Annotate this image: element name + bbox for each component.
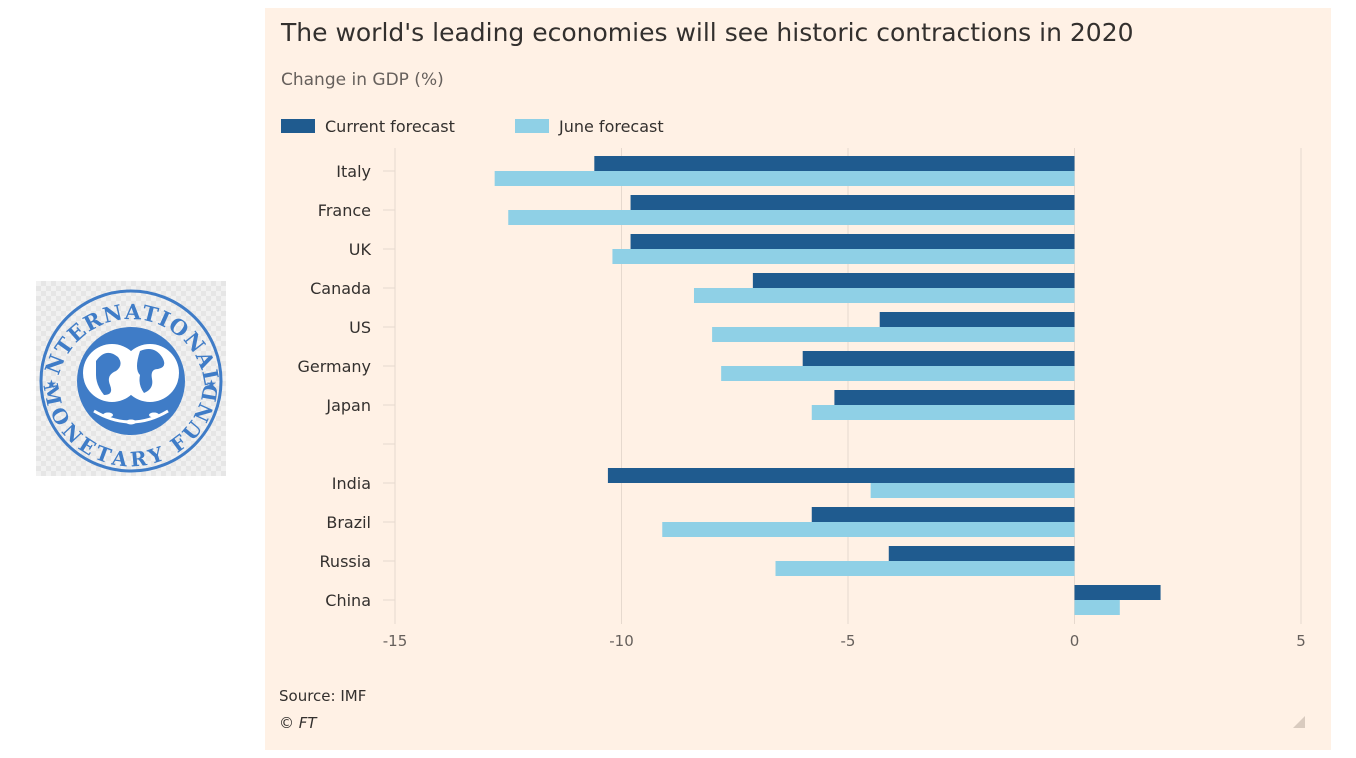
bar-june-forecast [693, 288, 1075, 303]
bar-current-forecast [752, 273, 1075, 288]
bar-current-forecast [607, 468, 1075, 483]
y-category-label: Brazil [326, 513, 371, 532]
y-category-label: China [325, 591, 371, 610]
x-tick-label: 5 [1296, 632, 1306, 650]
chart-panel: The world's leading economies will see h… [265, 8, 1331, 750]
bar-chart-plot: -15 -10 -5 0 5 Italy France UK Canada US Germany Ja… [297, 148, 1306, 650]
bar-current-forecast [834, 390, 1075, 405]
seal-star-left: ★ [46, 377, 57, 391]
legend-item-june-forecast: June forecast [515, 115, 664, 137]
bar-current-forecast [888, 546, 1075, 561]
olive-leaf-icon [126, 419, 136, 425]
y-category-label: Germany [297, 357, 371, 376]
bar-current-forecast [630, 195, 1075, 210]
bar-june-forecast [612, 249, 1075, 264]
bar-june-forecast [508, 210, 1075, 225]
legend-item-current-forecast: Current forecast [281, 115, 455, 137]
imf-logo: INTERNATIONAL MONETARY FUND ★ ★ [36, 281, 226, 476]
globe-left-land [96, 352, 121, 395]
copyright-credit: © FT [279, 714, 317, 732]
y-category-label: France [318, 201, 371, 220]
x-tick-label: -10 [609, 632, 634, 650]
bar-current-forecast [811, 507, 1075, 522]
legend-swatch-current-forecast [281, 119, 315, 133]
bar-current-forecast [630, 234, 1075, 249]
y-category-label: Canada [310, 279, 371, 298]
y-category-label: India [332, 474, 371, 493]
globe-right-land [137, 349, 165, 393]
source-note: Source: IMF [279, 687, 367, 705]
seal-outer-ring [39, 289, 223, 473]
y-category-label: UK [349, 240, 372, 259]
bar-current-forecast [879, 312, 1075, 327]
bar-june-forecast [662, 522, 1075, 537]
bar-june-forecast [811, 405, 1075, 420]
bar-june-forecast [775, 561, 1075, 576]
bar-june-forecast [721, 366, 1075, 381]
seal-star-right: ★ [206, 377, 217, 391]
bar-current-forecast [802, 351, 1075, 366]
legend-swatch-june-forecast [515, 119, 549, 133]
bar-june-forecast [494, 171, 1075, 186]
olive-leaf-icon [149, 412, 159, 418]
olive-leaf-icon [103, 412, 113, 418]
chart-title: The world's leading economies will see h… [281, 18, 1134, 47]
legend-label-current-forecast: Current forecast [325, 116, 455, 136]
y-category-label: US [349, 318, 371, 337]
bar-june-forecast [1074, 600, 1120, 615]
x-tick-label: 0 [1070, 632, 1080, 650]
resize-grip-icon [1293, 716, 1305, 728]
y-category-label: Italy [336, 162, 371, 181]
legend-label-june-forecast: June forecast [559, 116, 664, 136]
y-category-label: Russia [320, 552, 371, 571]
x-tick-label: -5 [841, 632, 856, 650]
chart-subtitle: Change in GDP (%) [281, 70, 444, 90]
bar-current-forecast [594, 156, 1075, 171]
imf-seal-icon: INTERNATIONAL MONETARY FUND ★ ★ [36, 281, 224, 473]
y-category-label: Japan [325, 396, 371, 415]
bar-june-forecast [712, 327, 1075, 342]
x-tick-label: -15 [383, 632, 408, 650]
bar-june-forecast [870, 483, 1075, 498]
bar-current-forecast [1074, 585, 1161, 600]
